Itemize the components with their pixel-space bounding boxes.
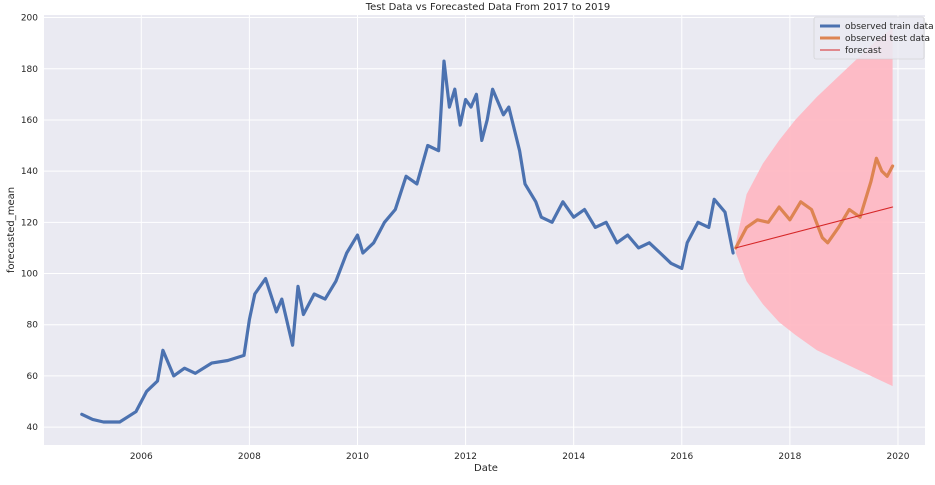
y-tick-label: 200	[21, 14, 38, 24]
y-tick-label: 160	[21, 116, 38, 126]
x-tick-label: 2012	[454, 452, 477, 462]
y-tick-label: 80	[27, 321, 39, 331]
x-tick-label: 2020	[887, 452, 910, 462]
legend-label-test: observed test data	[845, 34, 930, 44]
series-line-test	[734, 156, 895, 250]
confidence-band-layer	[735, 27, 893, 387]
y-tick-label: 100	[21, 270, 38, 280]
x-tick-label: 2014	[562, 452, 585, 462]
grid	[44, 15, 925, 445]
legend-label-forecast: forecast	[845, 46, 882, 56]
series-line-train	[80, 59, 735, 424]
x-tick-label: 2018	[778, 452, 801, 462]
chart-title: Test Data vs Forecasted Data From 2017 t…	[365, 2, 611, 13]
y-axis-label: forecasted_mean	[6, 187, 17, 273]
legend: observed train data observed test data f…	[813, 16, 934, 60]
y-tick-label: 120	[21, 218, 38, 228]
legend-box	[813, 16, 925, 60]
y-tick-label: 180	[21, 65, 38, 75]
x-tick-labels: 2006 2008 2010 2012 2014 2016 2018 2020	[130, 452, 910, 462]
y-tick-label: 60	[27, 372, 39, 382]
x-tick-label: 2006	[130, 452, 153, 462]
y-tick-label: 140	[21, 167, 38, 177]
series-line-forecast	[735, 206, 894, 249]
confidence-band	[735, 27, 893, 387]
legend-label-train: observed train data	[845, 22, 934, 32]
x-tick-label: 2008	[238, 452, 261, 462]
series-layer	[80, 59, 895, 424]
y-tick-labels: 40 60 80 100 120 140 160 180 200	[21, 14, 38, 434]
x-tick-label: 2010	[346, 452, 369, 462]
x-tick-label: 2016	[670, 452, 693, 462]
x-axis-label: Date	[474, 463, 498, 474]
y-tick-label: 40	[27, 423, 39, 433]
